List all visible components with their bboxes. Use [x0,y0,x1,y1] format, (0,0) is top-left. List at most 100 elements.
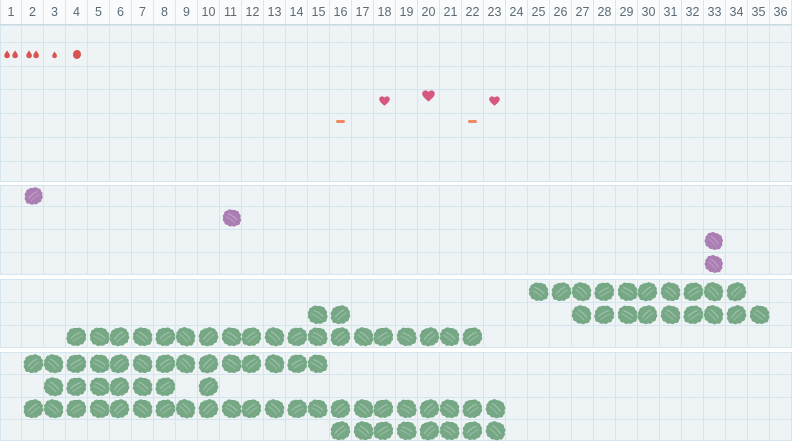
grid-cell[interactable] [286,420,308,440]
grid-cell[interactable] [220,162,242,181]
grid-cell[interactable] [506,353,528,374]
grid-cell[interactable] [285,397,310,421]
grid-cell[interactable] [22,398,45,419]
grid-cell[interactable] [726,186,748,206]
grid-cell[interactable] [528,26,550,42]
grid-cell[interactable] [616,230,638,252]
grid-cell[interactable] [88,303,110,325]
grid-cell[interactable] [748,207,770,229]
grid-cell[interactable] [528,114,550,137]
grid-cell[interactable] [572,230,594,252]
grid-cell[interactable] [440,280,462,302]
grid-cell[interactable] [0,253,22,274]
grid-cell[interactable] [286,207,308,229]
grid-cell[interactable] [726,398,748,419]
grid-cell[interactable] [286,90,308,113]
grid-cell[interactable] [506,67,528,89]
grid-cell[interactable] [0,375,22,397]
grid-cell[interactable] [154,326,177,348]
grid-cell[interactable] [352,162,374,181]
grid-cell[interactable] [198,253,220,274]
grid-cell[interactable] [704,26,726,42]
grid-cell[interactable] [220,26,242,42]
grid-cell[interactable] [330,26,352,42]
grid-cell[interactable] [154,43,176,66]
grid-cell[interactable] [550,375,572,397]
grid-cell[interactable] [682,43,704,66]
grid-cell[interactable] [108,398,132,420]
grid-cell[interactable] [528,162,550,181]
grid-cell[interactable] [528,353,550,374]
grid-cell[interactable] [0,67,22,89]
grid-cell[interactable] [770,207,792,229]
grid-cell[interactable] [154,26,176,42]
grid-cell[interactable] [132,253,154,274]
grid-cell[interactable] [242,90,264,113]
grid-cell[interactable] [220,398,243,420]
grid-cell[interactable] [42,398,66,420]
grid-cell[interactable] [66,253,88,274]
grid-cell[interactable] [66,162,88,181]
grid-cell[interactable] [550,90,572,113]
grid-cell[interactable] [264,186,286,206]
grid-cell[interactable] [286,114,308,137]
grid-cell[interactable] [374,230,396,252]
grid-cell[interactable] [374,162,396,181]
grid-cell[interactable] [594,420,616,440]
grid-cell[interactable] [132,90,154,113]
grid-cell[interactable] [594,26,616,42]
grid-cell[interactable] [748,398,770,419]
grid-cell[interactable] [110,43,132,66]
grid-cell[interactable] [242,253,264,274]
grid-cell[interactable] [484,114,506,137]
grid-cell[interactable] [616,186,638,206]
grid-cell[interactable] [110,162,132,181]
grid-cell[interactable] [770,398,792,419]
grid-cell[interactable] [264,26,286,42]
grid-cell[interactable] [770,162,792,181]
grid-cell[interactable] [110,26,132,42]
grid-cell[interactable] [484,67,506,89]
grid-cell[interactable] [418,280,440,302]
grid-cell[interactable] [110,114,132,137]
grid-cell[interactable] [462,303,484,325]
grid-cell[interactable] [462,375,484,397]
grid-cell[interactable] [572,138,594,161]
grid-cell[interactable] [594,353,616,374]
grid-cell[interactable] [64,352,88,375]
grid-cell[interactable] [638,138,660,161]
grid-cell[interactable] [638,90,660,113]
grid-cell[interactable] [440,26,462,42]
grid-cell[interactable] [330,138,352,161]
grid-cell[interactable] [418,186,440,206]
grid-cell[interactable] [242,420,264,440]
grid-cell[interactable] [154,375,177,397]
grid-cell[interactable] [572,207,594,229]
grid-cell[interactable] [396,186,418,206]
grid-cell[interactable] [418,89,440,113]
grid-cell[interactable] [506,114,528,137]
grid-cell[interactable] [638,375,660,397]
grid-cell[interactable] [418,253,440,274]
grid-cell[interactable] [770,230,792,252]
grid-cell[interactable] [506,420,528,440]
grid-cell[interactable] [110,420,132,440]
grid-cell[interactable] [506,280,528,302]
grid-cell[interactable] [22,162,44,181]
grid-cell[interactable] [570,280,594,302]
grid-cell[interactable] [484,138,506,161]
grid-cell[interactable] [572,375,594,397]
grid-cell[interactable] [638,420,660,440]
grid-cell[interactable] [242,303,264,325]
grid-cell[interactable] [154,90,176,113]
grid-cell[interactable] [770,43,792,66]
grid-cell[interactable] [352,67,374,89]
grid-cell[interactable] [176,138,198,161]
grid-cell[interactable] [726,230,748,252]
grid-cell[interactable] [330,90,352,113]
grid-cell[interactable] [88,67,110,89]
grid-cell[interactable] [660,90,682,113]
grid-cell[interactable] [394,325,419,349]
grid-cell[interactable] [484,162,506,181]
grid-cell[interactable] [374,26,396,42]
